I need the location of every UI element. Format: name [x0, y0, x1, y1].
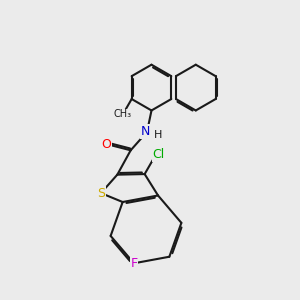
Text: Cl: Cl — [152, 148, 165, 161]
Text: F: F — [130, 257, 137, 270]
Text: N: N — [141, 125, 150, 138]
Text: CH₃: CH₃ — [113, 110, 131, 119]
Text: H: H — [154, 130, 163, 140]
Text: O: O — [101, 138, 111, 151]
Text: S: S — [97, 187, 105, 200]
